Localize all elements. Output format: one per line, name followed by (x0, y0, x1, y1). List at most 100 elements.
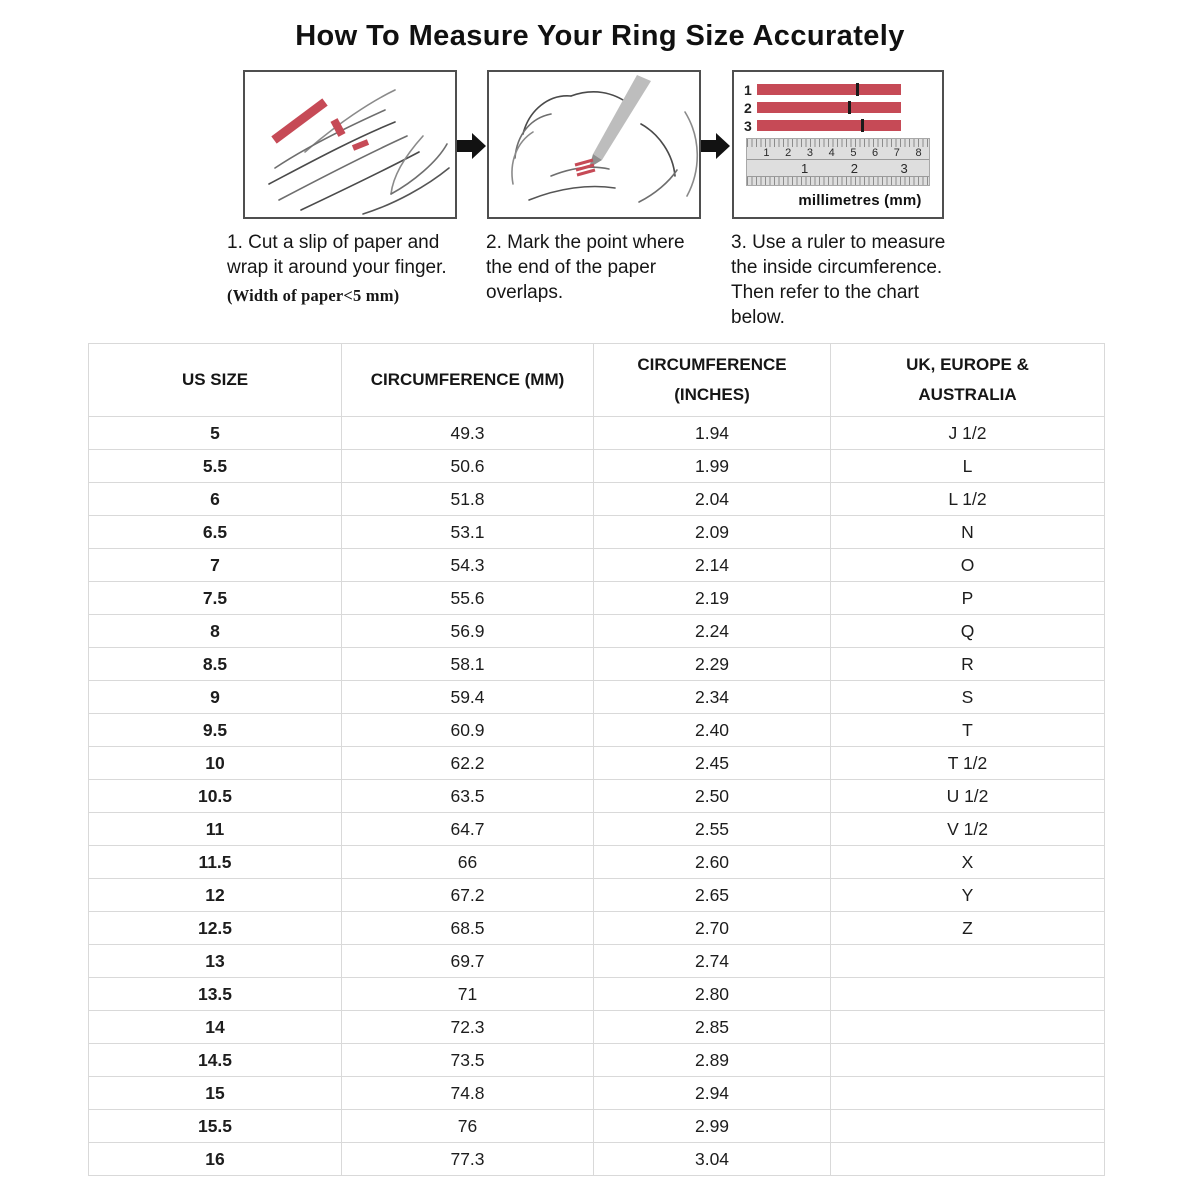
cell-circumference-inches: 2.80 (593, 977, 831, 1011)
cell-uk-europe-australia: Q (830, 614, 1105, 648)
header-us-size: US SIZE (88, 343, 342, 417)
paper-strip-row: 1 (744, 82, 901, 98)
cell-circumference-inches: 2.29 (593, 647, 831, 681)
cell-circumference-inches: 2.60 (593, 845, 831, 879)
ruler-bottom-ticks (747, 177, 929, 185)
cell-circumference-inches: 2.14 (593, 548, 831, 582)
cell-us-size: 15.5 (88, 1109, 342, 1143)
step2-illustration-box (487, 70, 701, 219)
ruler-cm-numbers: 1 2 3 4 5 6 7 8 (747, 147, 929, 159)
cell-uk-europe-australia: U 1/2 (830, 779, 1105, 813)
cell-us-size: 10.5 (88, 779, 342, 813)
cell-us-size: 14 (88, 1010, 342, 1044)
cell-circumference-inches: 1.99 (593, 449, 831, 483)
ruler-cm-number: 1 (763, 147, 770, 159)
cell-us-size: 6 (88, 482, 342, 516)
cell-uk-europe-australia: N (830, 515, 1105, 549)
ruler-cm-number: 6 (872, 147, 879, 159)
table-row: 9 59.4 2.34 S (88, 680, 1105, 714)
ruler-inch-number: 3 (900, 160, 908, 176)
cell-uk-europe-australia: X (830, 845, 1105, 879)
cell-circumference-mm: 60.9 (341, 713, 594, 747)
cell-us-size: 9 (88, 680, 342, 714)
cell-us-size: 12.5 (88, 911, 342, 945)
red-paper-strip (757, 119, 901, 132)
cell-circumference-inches: 3.04 (593, 1142, 831, 1176)
cell-circumference-inches: 2.34 (593, 680, 831, 714)
step1-caption: 1. Cut a slip of paper and wrap it aroun… (227, 230, 479, 308)
cell-circumference-inches: 2.24 (593, 614, 831, 648)
cell-us-size: 7.5 (88, 581, 342, 615)
cell-us-size: 11 (88, 812, 342, 846)
cell-circumference-mm: 58.1 (341, 647, 594, 681)
table-row: 6.5 53.1 2.09 N (88, 515, 1105, 549)
cell-circumference-mm: 76 (341, 1109, 594, 1143)
table-row: 5.5 50.6 1.99 L (88, 449, 1105, 483)
cell-circumference-inches: 2.74 (593, 944, 831, 978)
cell-circumference-inches: 2.04 (593, 482, 831, 516)
cell-circumference-inches: 2.85 (593, 1010, 831, 1044)
ruler-inch-number: 1 (801, 160, 809, 176)
cell-us-size: 7 (88, 548, 342, 582)
cell-circumference-inches: 2.40 (593, 713, 831, 747)
cell-us-size: 14.5 (88, 1043, 342, 1077)
cell-circumference-mm: 51.8 (341, 482, 594, 516)
cell-us-size: 9.5 (88, 713, 342, 747)
ruler-cm-number: 3 (806, 147, 813, 159)
cell-circumference-inches: 2.99 (593, 1109, 831, 1143)
cell-uk-europe-australia: L 1/2 (830, 482, 1105, 516)
table-row: 9.5 60.9 2.40 T (88, 713, 1105, 747)
step2-caption-text: 2. Mark the point where the end of the p… (486, 232, 685, 303)
cell-circumference-mm: 49.3 (341, 416, 594, 450)
step1-caption-text: 1. Cut a slip of paper and wrap it aroun… (227, 232, 447, 278)
cell-uk-europe-australia: V 1/2 (830, 812, 1105, 846)
cell-circumference-inches: 2.94 (593, 1076, 831, 1110)
cell-circumference-mm: 55.6 (341, 581, 594, 615)
cell-us-size: 15 (88, 1076, 342, 1110)
table-row: 8 56.9 2.24 Q (88, 614, 1105, 648)
cell-circumference-mm: 69.7 (341, 944, 594, 978)
cell-circumference-inches: 2.65 (593, 878, 831, 912)
table-row: 8.5 58.1 2.29 R (88, 647, 1105, 681)
cell-us-size: 5 (88, 416, 342, 450)
cell-circumference-inches: 2.55 (593, 812, 831, 846)
table-row: 7.5 55.6 2.19 P (88, 581, 1105, 615)
table-row: 15.5 76 2.99 (88, 1109, 1105, 1143)
cell-circumference-mm: 64.7 (341, 812, 594, 846)
cell-us-size: 10 (88, 746, 342, 780)
ruler-cm-number: 2 (785, 147, 792, 159)
cell-uk-europe-australia: L (830, 449, 1105, 483)
ruler-cm-number: 4 (828, 147, 835, 159)
cell-circumference-mm: 54.3 (341, 548, 594, 582)
ruler-caption: millimetres (mm) (798, 192, 922, 209)
hand-with-paper-strip-icon (268, 89, 450, 215)
paper-strip-row: 2 (744, 100, 901, 116)
cell-uk-europe-australia: J 1/2 (830, 416, 1105, 450)
cell-us-size: 5.5 (88, 449, 342, 483)
cell-uk-europe-australia: P (830, 581, 1105, 615)
cell-circumference-mm: 67.2 (341, 878, 594, 912)
table-row: 7 54.3 2.14 O (88, 548, 1105, 582)
cell-circumference-mm: 62.2 (341, 746, 594, 780)
strip-number-label: 3 (744, 117, 752, 134)
step2-caption: 2. Mark the point where the end of the p… (486, 230, 707, 305)
cell-uk-europe-australia (830, 944, 1105, 978)
header-circumference-inches: CIRCUMFERENCE (INCHES) (593, 343, 831, 417)
marking-paper-with-pen-icon (511, 75, 699, 203)
cell-circumference-mm: 77.3 (341, 1142, 594, 1176)
strip-mark-tick (856, 83, 860, 96)
cell-circumference-inches: 1.94 (593, 416, 831, 450)
cell-us-size: 13.5 (88, 977, 342, 1011)
cell-circumference-inches: 2.09 (593, 515, 831, 549)
step3-caption-text: 3. Use a ruler to measure the inside cir… (731, 232, 946, 328)
cell-circumference-inches: 2.19 (593, 581, 831, 615)
ruler-top-ticks (747, 139, 929, 147)
cell-circumference-mm: 74.8 (341, 1076, 594, 1110)
cell-circumference-mm: 73.5 (341, 1043, 594, 1077)
right-arrow-icon (457, 133, 486, 159)
cell-uk-europe-australia: S (830, 680, 1105, 714)
ruler-inch-numbers: 1 2 3 (747, 159, 929, 177)
table-row: 12.5 68.5 2.70 Z (88, 911, 1105, 945)
right-arrow-icon (701, 133, 730, 159)
table-row: 12 67.2 2.65 Y (88, 878, 1105, 912)
